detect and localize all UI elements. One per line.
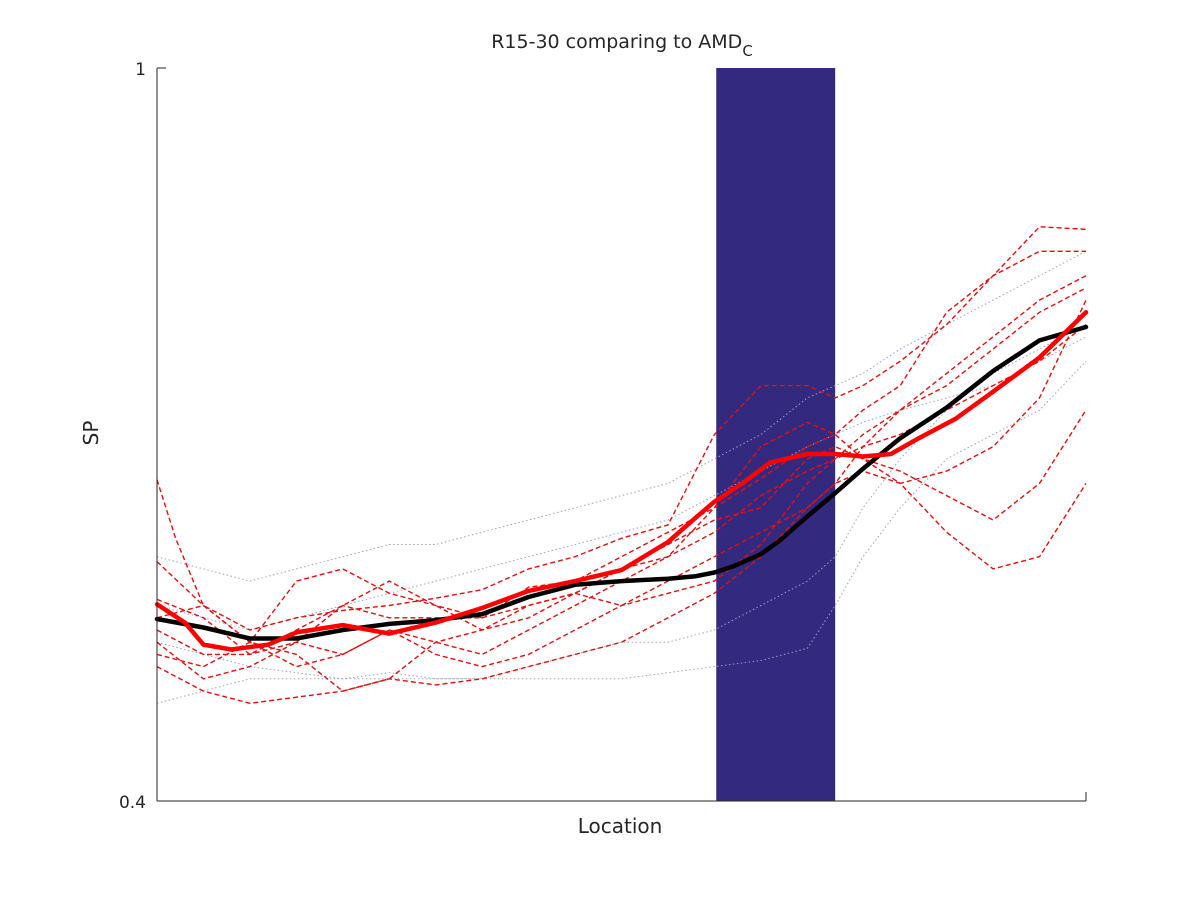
series-individual-gray-2 [156,324,1087,680]
series-individual-red-5 [156,470,1087,680]
y-tick-label-bottom: 0.4 [119,793,146,813]
chart-title-subscript: C [742,42,752,60]
series-individual-red-2 [156,250,1086,644]
axes [156,67,1087,802]
y-tick-label-top: 1 [135,60,146,80]
series-individual-red-3 [156,299,1087,656]
individual-red-series-layer [156,226,1087,705]
y-axis-label: SP [79,421,103,446]
x-axis-label: Location [578,814,663,838]
series-individual-red-4 [156,409,1087,692]
series-individual-gray-1 [156,250,1087,582]
series-individual-red-1 [156,226,1087,631]
highlight-band-layer [716,68,836,801]
chart-title: R15-30 comparing to AMDC [491,31,753,60]
series-individual-gray-4 [156,336,1087,631]
mean-series-layer [154,310,1089,652]
highlight-band [716,68,836,801]
series-individual-red-7 [156,275,1087,705]
series-individual-red-6 [156,287,1087,668]
series-mean-black [154,324,1089,641]
individual-gray-series-layer [156,250,1087,704]
series-mean-red [154,310,1089,652]
